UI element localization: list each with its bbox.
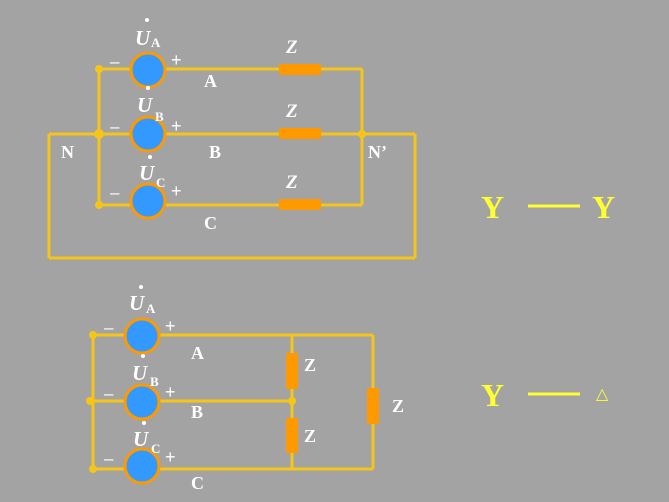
phasor-dot-icon [141,354,145,358]
bottom-impedance-label-bc: Z [304,426,316,446]
phasor-dot-icon [146,86,150,90]
bottom-source-b-minus: – [104,384,114,403]
bottom-impedance-ab [286,353,298,389]
bottom-line-label-a: A [191,343,204,363]
top-connection-right: Y [592,189,615,225]
top-line-label-a: A [204,71,217,91]
bottom-line-label-c: C [191,473,204,493]
top-source-a-plus: + [171,50,182,70]
top-source-c-plus: + [171,181,182,201]
bottom-source-c: U C – + [104,421,176,485]
top-impedance-label-c: Z [285,172,298,193]
bottom-line-label-b: B [191,402,203,422]
top-connection-left: Y [481,189,504,225]
bottom-source-a-plus: + [165,316,176,336]
bottom-source-c-plus: + [165,447,176,467]
top-impedance-label-b: Z [285,101,298,122]
top-impedance-b [279,128,321,139]
phasor-dot-icon [148,155,152,159]
top-junction-dots [94,65,366,209]
bottom-impedance-bc [286,418,298,453]
bottom-source-c-symbol: U [133,427,150,451]
top-impedance-label-a: Z [285,37,298,58]
bottom-connection-right: △ [596,384,609,403]
top-source-c-subscript: C [156,175,165,190]
top-line-label-c: C [204,213,217,233]
top-source-a: U A – + [110,18,182,89]
bottom-connection-left: Y [481,377,504,413]
top-source-b-minus: – [110,117,120,136]
bottom-impedance-label-ab: Z [304,355,316,375]
bottom-impedance-ca [367,388,379,424]
bottom-source-b: U B – + [104,354,176,421]
bottom-source-b-plus: + [165,382,176,402]
top-impedance-a [279,64,321,75]
top-circuit-wires [47,67,417,260]
bottom-source-b-symbol: U [132,361,149,385]
phasor-dot-icon [139,285,143,289]
top-source-a-minus: – [110,52,120,71]
bottom-source-b-subscript: B [150,374,159,389]
bottom-source-a: U A – + [104,285,176,355]
top-source-b-plus: + [171,116,182,136]
bottom-junction-dots [86,331,296,473]
top-impedance-c [279,199,321,210]
top-source-c-symbol: U [139,161,156,185]
top-source-b-symbol: U [137,93,154,117]
top-source-c: U C – + [110,155,182,220]
top-source-a-subscript: A [151,35,161,50]
bottom-source-a-minus: – [104,318,114,337]
neutral-source-label: N [61,142,74,162]
bottom-impedance-label-ca: Z [392,396,404,416]
bottom-source-c-minus: – [104,449,114,468]
top-line-label-b: B [209,142,221,162]
bottom-source-c-subscript: C [151,441,160,456]
bottom-source-a-subscript: A [146,301,156,316]
top-source-a-symbol: U [135,26,152,50]
bottom-source-a-symbol: U [129,291,146,315]
top-source-b-subscript: B [155,109,164,124]
top-source-b: U B – + [110,86,182,153]
neutral-load-label: N’ [368,142,387,162]
phasor-dot-icon [142,421,146,425]
top-source-c-minus: – [110,183,120,202]
phasor-dot-icon [145,18,149,22]
